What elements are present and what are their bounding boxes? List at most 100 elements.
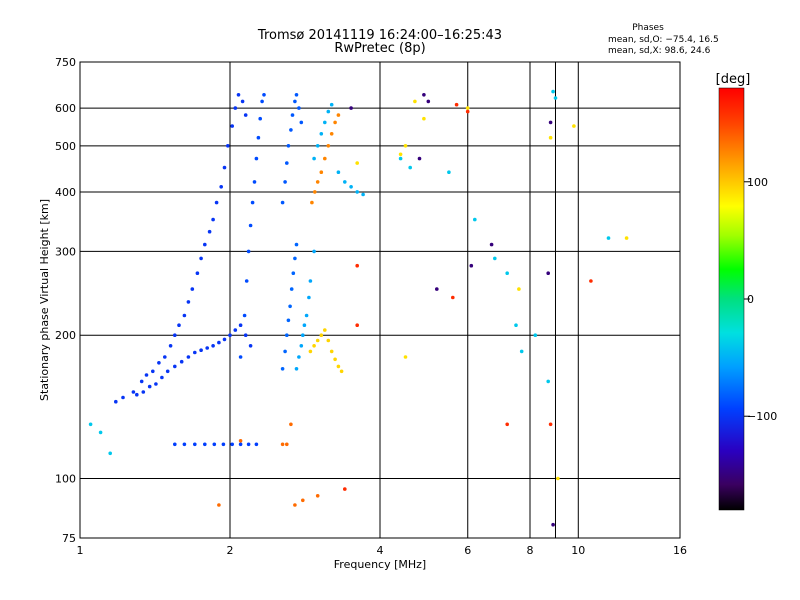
data-point: [135, 392, 139, 397]
data-point: [465, 106, 470, 110]
data-point: [141, 390, 146, 394]
data-point: [308, 349, 313, 354]
data-point: [226, 144, 230, 148]
data-point: [355, 190, 360, 194]
data-point: [293, 503, 297, 507]
data-point: [323, 120, 327, 125]
data-point: [333, 120, 337, 125]
data-point: [238, 355, 243, 359]
data-point: [108, 451, 112, 456]
data-point: [242, 313, 247, 318]
data-point: [301, 498, 305, 503]
x-tick-label: 1: [77, 544, 84, 557]
data-point: [533, 333, 538, 338]
x-tick-label: 6: [464, 544, 471, 557]
data-points: [88, 89, 629, 527]
data-point: [355, 263, 360, 268]
y-tick-label: 750: [55, 56, 76, 69]
data-point: [230, 442, 234, 447]
data-point: [333, 357, 337, 362]
data-point: [207, 229, 212, 234]
data-point: [551, 522, 555, 527]
data-point: [211, 344, 215, 348]
data-point: [248, 344, 253, 348]
data-point: [240, 99, 245, 104]
data-point: [551, 89, 555, 94]
colorbar-gradient: [718, 87, 745, 511]
data-point: [285, 442, 289, 447]
data-point: [329, 132, 334, 136]
data-point: [177, 323, 181, 328]
data-point: [260, 99, 264, 104]
data-point: [285, 333, 289, 338]
data-point: [451, 295, 455, 300]
data-point: [212, 442, 217, 447]
data-point: [262, 93, 266, 97]
stats-line-o: mean, sd,O: −75.4, 16.5: [608, 35, 719, 45]
data-point: [221, 442, 226, 447]
data-point: [301, 333, 305, 338]
data-point: [336, 113, 341, 117]
colorbar-tick-label: 100: [747, 176, 768, 189]
data-point: [308, 279, 313, 283]
data-point: [283, 180, 287, 184]
data-point: [147, 384, 152, 389]
data-point: [465, 109, 470, 114]
data-point: [280, 367, 285, 371]
data-point: [131, 390, 136, 394]
data-point: [336, 364, 341, 369]
data-point: [199, 256, 203, 261]
y-axis-ticks: 75 100 200 300 400 500 600 750: [55, 56, 76, 545]
data-point: [288, 304, 292, 309]
data-point: [246, 249, 251, 254]
data-point: [219, 185, 223, 189]
data-point: [154, 382, 158, 386]
data-point: [548, 135, 553, 140]
data-point: [205, 346, 209, 350]
y-tick-label: 300: [55, 245, 76, 258]
data-point: [243, 113, 248, 117]
chart-titles: Tromsø 20141119 16:24:00–16:25:43 RwPret…: [257, 28, 502, 56]
data-point: [291, 271, 296, 276]
data-point: [297, 106, 301, 110]
data-point: [286, 318, 291, 323]
chart-title-line1: Tromsø 20141119 16:24:00–16:25:43: [257, 28, 502, 43]
data-point: [114, 399, 118, 404]
data-point: [286, 144, 291, 148]
data-point: [294, 367, 299, 371]
x-tick-label: 8: [527, 544, 534, 557]
data-point: [403, 355, 408, 359]
x-tick-label: 2: [227, 544, 234, 557]
data-point: [186, 355, 191, 359]
data-point: [151, 369, 155, 374]
data-point: [319, 333, 324, 338]
data-point: [157, 361, 161, 365]
data-point: [173, 364, 177, 369]
stats-line-x: mean, sd,X: 98.6, 24.6: [608, 46, 711, 56]
y-tick-label: 400: [55, 186, 76, 199]
data-point: [355, 161, 360, 165]
data-point: [329, 349, 334, 354]
data-point: [293, 256, 297, 261]
data-point: [454, 102, 459, 107]
y-axis-label: Stationary phase Virtual Height [km]: [38, 199, 51, 401]
y-tick-label: 500: [55, 140, 76, 153]
data-point: [294, 93, 299, 97]
data-point: [336, 170, 341, 174]
data-point: [326, 338, 331, 343]
data-point: [139, 379, 144, 384]
colorbar-ticks: 100 0 −100: [744, 176, 777, 423]
y-tick-label: 200: [55, 329, 76, 342]
data-point: [280, 442, 285, 447]
data-point: [299, 120, 304, 125]
data-point: [435, 287, 439, 291]
data-point: [173, 333, 177, 338]
data-point: [548, 422, 553, 427]
data-point: [349, 185, 353, 189]
colorbar-tick-label: 0: [747, 293, 754, 306]
data-point: [289, 287, 294, 291]
x-tick-label: 4: [377, 544, 384, 557]
phase-colorbar: [deg] 100 0 −100: [716, 72, 777, 511]
data-point: [319, 132, 324, 136]
data-point: [312, 344, 316, 348]
